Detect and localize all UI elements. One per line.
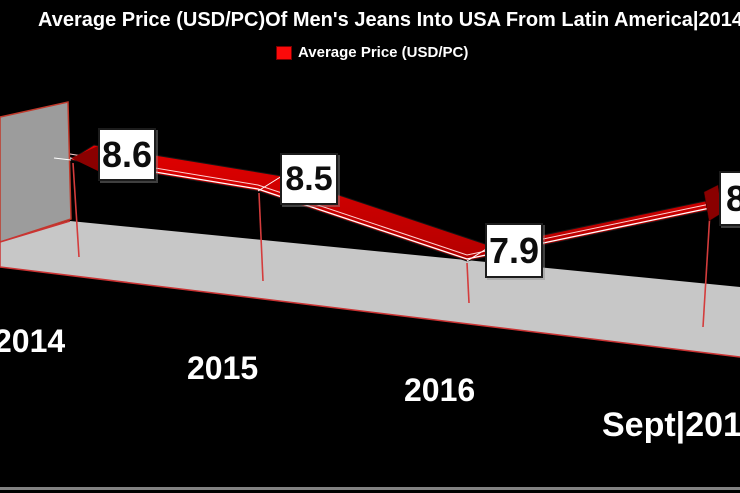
data-label-2014: 8.6 bbox=[98, 128, 156, 181]
drop-line-sept2017 bbox=[702, 211, 711, 328]
drop-line-2014 bbox=[72, 162, 80, 258]
data-label-sept2017: 8 bbox=[719, 171, 740, 226]
ribbon-fold-2015 bbox=[257, 175, 283, 192]
chart-title: Average Price (USD/PC)Of Men's Jeans Int… bbox=[38, 9, 740, 31]
chart-side-wall bbox=[0, 101, 72, 243]
axis-label-sept2017: Sept|2017 bbox=[602, 406, 740, 444]
data-label-2015-value: 8.5 bbox=[285, 159, 333, 198]
ribbon-wall-junction bbox=[53, 157, 72, 161]
chart-floor-edge bbox=[0, 220, 740, 358]
axis-label-2015: 2015 bbox=[187, 350, 259, 386]
drop-line-2015 bbox=[258, 192, 264, 282]
data-label-2016-value: 7.9 bbox=[488, 229, 540, 271]
legend-label: Average Price (USD/PC) bbox=[298, 44, 469, 61]
bottom-border-strip bbox=[0, 487, 740, 490]
axis-label-2014: 2014 bbox=[0, 323, 66, 359]
data-label-sept2017-value: 8 bbox=[726, 177, 740, 219]
data-label-2015: 8.5 bbox=[280, 153, 338, 205]
ribbon-front-highlight-2 bbox=[69, 153, 711, 256]
data-label-2014-value: 8.6 bbox=[101, 133, 153, 175]
ribbon-end-cap-left bbox=[71, 146, 98, 171]
ribbon-front-highlight bbox=[69, 157, 711, 260]
chart-floor bbox=[0, 221, 740, 357]
legend-swatch-icon bbox=[276, 45, 292, 60]
axis-label-2016: 2016 bbox=[404, 372, 476, 408]
data-label-2016: 7.9 bbox=[485, 223, 543, 278]
drop-line-2016 bbox=[466, 262, 470, 304]
legend: Average Price (USD/PC) bbox=[276, 44, 468, 61]
